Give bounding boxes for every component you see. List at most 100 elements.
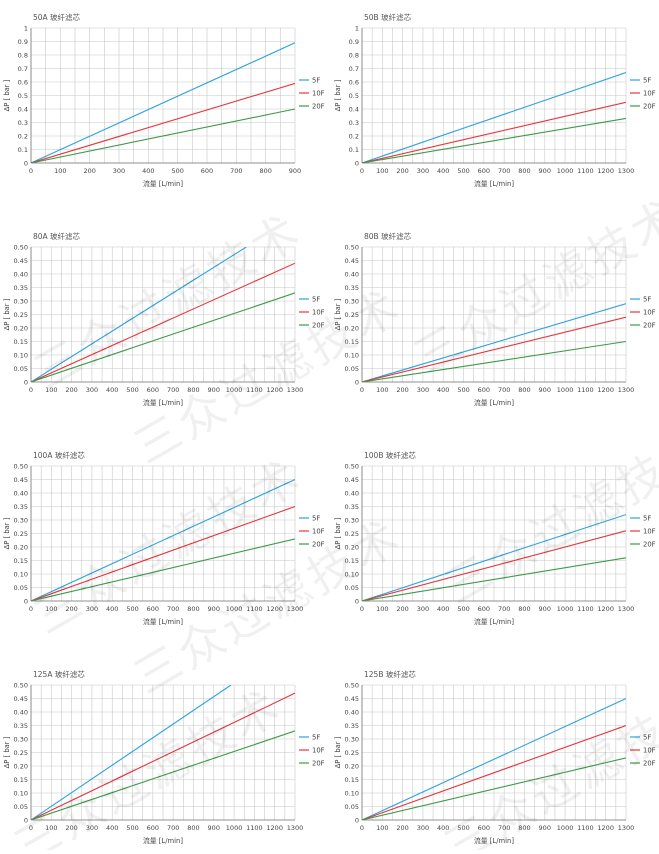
series-line-20F <box>31 730 295 820</box>
series-line-5F <box>362 514 626 601</box>
y-tick-label: 0 <box>355 817 359 825</box>
x-tick-label: 400 <box>437 167 449 175</box>
x-tick-label: 900 <box>539 167 551 175</box>
chart-title: 80A 玻纤滤芯 <box>33 231 81 241</box>
x-tick-label: 900 <box>208 386 220 394</box>
x-tick-label: 100 <box>376 386 388 394</box>
x-tick-label: 200 <box>396 824 408 832</box>
y-tick-label: 0.50 <box>14 682 28 690</box>
y-tick-label: 0.50 <box>14 244 28 252</box>
x-tick-label: 1100 <box>246 824 263 832</box>
x-tick-label: 1100 <box>577 824 594 832</box>
series-group <box>31 42 295 163</box>
chart-title: 125B 玻纤滤芯 <box>364 669 416 679</box>
x-tick-label: 1000 <box>557 824 574 832</box>
y-tick-label: 0.25 <box>345 749 359 757</box>
series-line-20F <box>362 117 626 163</box>
chart-title: 100A 玻纤滤芯 <box>33 450 85 460</box>
grid <box>30 684 296 821</box>
legend-label: 20F <box>312 760 325 768</box>
legend-label: 5F <box>643 734 651 742</box>
legend-label: 20F <box>643 103 656 111</box>
x-tick-label: 1200 <box>266 824 283 832</box>
x-tick-label: 0 <box>29 605 33 613</box>
y-tick-label: 0.05 <box>14 584 28 592</box>
x-tick-label: 1000 <box>226 824 243 832</box>
y-tick-label: 0.05 <box>345 365 359 373</box>
x-tick-label: 0 <box>360 167 364 175</box>
y-tick-label: 0.35 <box>14 503 28 511</box>
x-tick-label: 300 <box>417 167 429 175</box>
x-tick-label: 300 <box>86 605 98 613</box>
x-tick-label: 400 <box>437 386 449 394</box>
x-tick-label: 100 <box>45 824 57 832</box>
legend-label: 10F <box>312 528 325 536</box>
x-tick-label: 300 <box>86 824 98 832</box>
y-tick-label: 0.15 <box>14 776 28 784</box>
chart-title: 80B 玻纤滤芯 <box>364 231 412 241</box>
x-tick-label: 300 <box>417 824 429 832</box>
y-tick-label: 1 <box>24 25 28 33</box>
y-tick-label: 0.40 <box>345 271 359 279</box>
legend-label: 5F <box>312 515 320 523</box>
x-tick-label: 700 <box>498 167 510 175</box>
x-tick-label: 700 <box>498 386 510 394</box>
x-axis-label: 流量 [L/min] <box>474 617 514 626</box>
chart-title: 125A 玻纤滤芯 <box>33 669 85 679</box>
x-tick-label: 600 <box>478 386 490 394</box>
series-line-5F <box>31 685 232 820</box>
x-tick-label: 800 <box>518 386 530 394</box>
x-axis-label: 流量 [L/min] <box>143 398 183 407</box>
x-tick-label: 300 <box>417 605 429 613</box>
x-tick-label: 700 <box>498 824 510 832</box>
y-tick-label: 0.8 <box>18 52 28 60</box>
series-group <box>31 479 295 601</box>
x-tick-label: 1200 <box>266 386 283 394</box>
x-tick-label: 700 <box>230 167 242 175</box>
x-tick-label: 1100 <box>246 605 263 613</box>
y-tick-label: 0.50 <box>345 463 359 471</box>
x-tick-label: 300 <box>417 386 429 394</box>
y-tick-label: 0.9 <box>349 38 359 46</box>
series-line-10F <box>362 530 626 601</box>
x-tick-label: 1200 <box>597 605 614 613</box>
x-tick-label: 1000 <box>226 605 243 613</box>
x-tick-label: 1000 <box>557 386 574 394</box>
y-tick-label: 0.45 <box>14 695 28 703</box>
x-tick-label: 1300 <box>618 605 635 613</box>
y-tick-label: 0.30 <box>345 517 359 525</box>
y-tick-label: 0 <box>355 598 359 606</box>
y-tick-label: 0.2 <box>18 133 28 141</box>
x-axis-label: 流量 [L/min] <box>143 617 183 626</box>
y-tick-label: 0.20 <box>14 544 28 552</box>
chart-title: 100B 玻纤滤芯 <box>364 450 416 460</box>
y-tick-label: 0.20 <box>345 544 359 552</box>
chart-panel: 50B 玻纤滤芯 0 0.1 0.2 0.3 0.4 0.5 0.6 0.7 0.8 0.9 1 0 10… <box>334 12 656 188</box>
y-tick-label: 0.10 <box>14 571 28 579</box>
y-tick-label: 0.6 <box>349 79 359 87</box>
y-tick-label: 0 <box>24 160 28 168</box>
x-tick-label: 600 <box>478 605 490 613</box>
series-group <box>362 303 626 382</box>
x-tick-label: 200 <box>65 824 77 832</box>
legend-label: 10F <box>643 747 656 755</box>
x-tick-label: 500 <box>171 167 183 175</box>
y-tick-label: 0.30 <box>14 736 28 744</box>
x-tick-label: 200 <box>396 167 408 175</box>
x-tick-label: 500 <box>457 605 469 613</box>
series-group <box>31 685 295 820</box>
legend-label: 5F <box>643 515 651 523</box>
x-tick-label: 100 <box>376 824 388 832</box>
grid <box>361 465 627 602</box>
y-tick-label: 0.40 <box>14 490 28 498</box>
y-axis-label: ΔP [ bar ] <box>334 517 342 549</box>
x-tick-label: 1100 <box>577 386 594 394</box>
y-tick-label: 0.05 <box>14 803 28 811</box>
y-tick-label: 0.30 <box>14 517 28 525</box>
y-tick-label: 0.30 <box>345 736 359 744</box>
y-tick-label: 0.20 <box>14 763 28 771</box>
legend-label: 10F <box>312 90 325 98</box>
x-tick-label: 0 <box>360 824 364 832</box>
chart-panel: 80B 玻纤滤芯 0 0.05 0.10 0.15 0.20 0.25 0.30 0.35 0.4… <box>334 231 656 407</box>
